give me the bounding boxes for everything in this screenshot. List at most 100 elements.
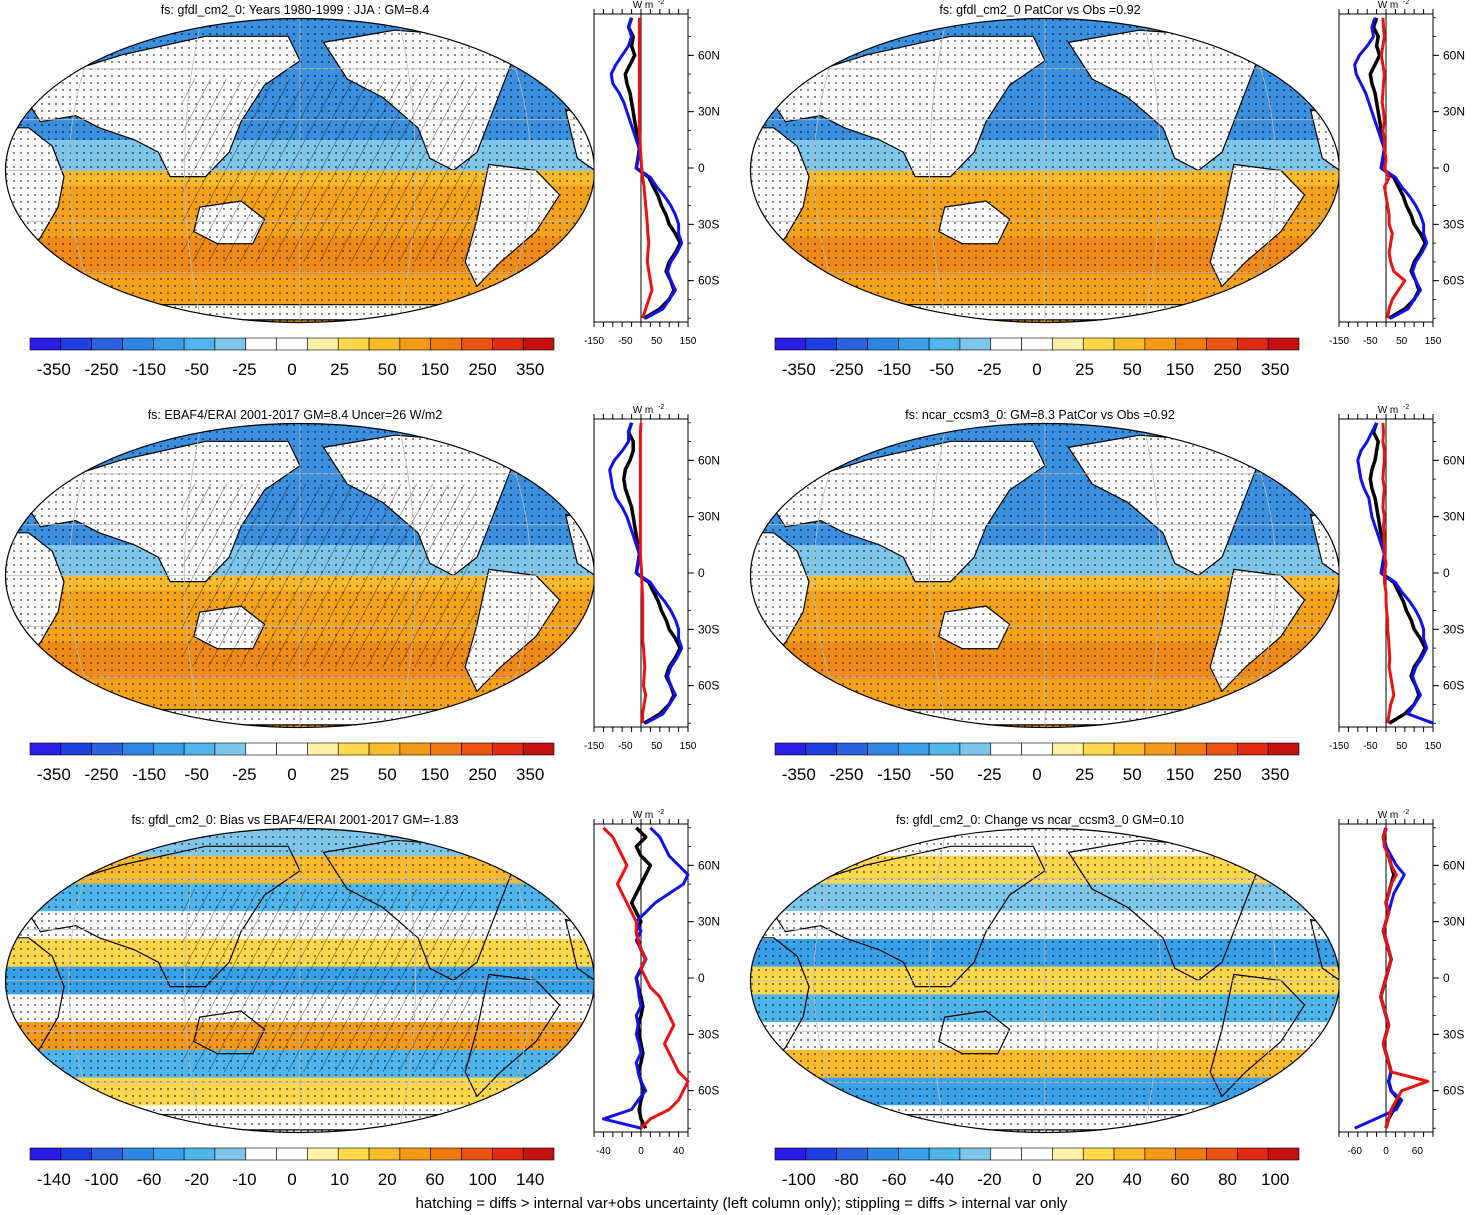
- colorbar-label: -50: [929, 360, 954, 379]
- colorbar-swatch: [152, 1147, 185, 1161]
- colorbar-swatch: [368, 337, 401, 351]
- profile-ytick-label: 60N: [1443, 858, 1465, 872]
- colorbar-swatch: [1175, 742, 1207, 756]
- colorbar-label: 250: [1213, 765, 1241, 784]
- profile-series-red: [637, 17, 654, 319]
- graticule-lon: [1142, 828, 1161, 1133]
- profile-series-red: [602, 826, 690, 1130]
- continent-outline: [1256, 428, 1312, 467]
- colorbar-swatch: [183, 742, 216, 756]
- profile-series-blue: [608, 422, 684, 725]
- colorbar-label: 150: [421, 360, 449, 379]
- robinson-map: [4, 827, 596, 1134]
- profile-xtick-label: 0: [1383, 1146, 1389, 1157]
- colorbar-label: -60: [137, 1170, 162, 1189]
- colorbar-label: 150: [1166, 360, 1194, 379]
- profile-xlabel-sup: -2: [658, 404, 664, 411]
- panel-title: fs: gfdl_cm2_0: Bias vs EBAF4/ERAI 2001-…: [131, 813, 459, 827]
- colorbar-swatch: [1267, 1147, 1300, 1161]
- profile-xlabel-sup: -2: [1403, 404, 1409, 411]
- colorbar-swatch: [1082, 742, 1115, 756]
- profile-ytick-label: 30N: [1443, 105, 1465, 119]
- colorbar-label: 20: [1075, 1170, 1094, 1189]
- colorbar-swatch: [60, 1147, 92, 1161]
- colorbar-swatch: [522, 337, 555, 351]
- graticule-lon: [397, 423, 416, 728]
- colorbar-swatch: [276, 742, 308, 756]
- colorbar-swatch: [1113, 1147, 1146, 1161]
- profile-xtick-label: -60: [1347, 1146, 1362, 1157]
- panel-1: fs: gfdl_cm2_0: Years 1980-1999 : JJA : …: [0, 0, 740, 390]
- colorbar-swatch: [122, 337, 154, 351]
- colorbar-label: 0: [1032, 1170, 1041, 1189]
- colorbar-swatch: [399, 1147, 432, 1161]
- colorbar-swatch: [368, 1147, 401, 1161]
- colorbar-swatch: [337, 1147, 370, 1161]
- profile-xlabel: W m: [1378, 810, 1399, 821]
- profile-series-blue: [601, 826, 690, 1130]
- profile-ytick-label: 30S: [1443, 217, 1464, 231]
- profile-xtick-label: 40: [673, 1146, 685, 1157]
- panel-title: fs: gfdl_cm2_0: Change vs ncar_ccsm3_0 G…: [896, 813, 1184, 827]
- colorbar-swatch: [337, 337, 370, 351]
- colorbar-swatch: [430, 1147, 462, 1161]
- colorbar-label: 0: [287, 1170, 296, 1189]
- colorbar-swatch: [1237, 742, 1269, 756]
- colorbar-swatch: [774, 337, 807, 351]
- profile-xlabel: W m: [633, 405, 654, 416]
- colorbar-swatch: [461, 337, 493, 351]
- profile-ytick-label: 0: [698, 161, 705, 175]
- colorbar-swatch: [867, 1147, 899, 1161]
- panel-title: fs: EBAF4/ERAI 2001-2017 GM=8.4 Uncer=26…: [147, 408, 443, 422]
- profile-xtick-label: 50: [651, 741, 663, 752]
- colorbar-swatch: [1052, 1147, 1084, 1161]
- colorbar-swatch: [805, 337, 837, 351]
- zonal-mean-profile: W m -2 -150 -50 50 150 60N 30N 0 30S 60S: [1329, 0, 1465, 347]
- colorbar-label: -60: [882, 1170, 907, 1189]
- colorbar-swatch: [29, 742, 62, 756]
- profile-ytick-label: 60N: [698, 858, 720, 872]
- continent-outline: [511, 833, 567, 872]
- colorbar-label: -250: [84, 765, 118, 784]
- profile-ytick-label: 0: [1443, 971, 1450, 985]
- colorbar-swatch: [990, 337, 1022, 351]
- profile-xtick-label: -50: [1363, 336, 1378, 347]
- colorbar-swatch: [214, 742, 247, 756]
- colorbar: -140 -100 -60 -20 -10 0 10 20 60 100 140: [29, 1147, 555, 1189]
- colorbar-label: -350: [37, 360, 71, 379]
- colorbar-swatch: [245, 742, 277, 756]
- colorbar-label: 350: [1261, 360, 1289, 379]
- colorbar-label: 250: [468, 765, 496, 784]
- colorbar-label: 10: [330, 1170, 349, 1189]
- colorbar-label: 100: [468, 1170, 496, 1189]
- colorbar-label: -25: [977, 360, 1002, 379]
- colorbar-swatch: [1175, 1147, 1207, 1161]
- continent-outline: [1256, 833, 1312, 872]
- colorbar-label: -150: [132, 360, 166, 379]
- colorbar-label: 60: [425, 1170, 444, 1189]
- colorbar-swatch: [29, 337, 62, 351]
- colorbar-label: 0: [287, 360, 296, 379]
- profile-xtick-label: 150: [680, 741, 697, 752]
- profile-xtick-label: -50: [1363, 741, 1378, 752]
- colorbar-swatch: [492, 337, 524, 351]
- colorbar-label: 50: [378, 765, 397, 784]
- colorbar-label: 20: [378, 1170, 397, 1189]
- profile-ytick-label: 60N: [1443, 453, 1465, 467]
- graticule-lon: [397, 828, 416, 1133]
- profile-ytick-label: 30S: [698, 622, 719, 636]
- profile-ytick-label: 30S: [698, 217, 719, 231]
- profile-xtick-label: -150: [1329, 741, 1349, 752]
- colorbar: -350 -250 -150 -50 -25 0 25 50 150 250 350: [774, 337, 1300, 379]
- colorbar-label: 50: [378, 360, 397, 379]
- profile-ytick-label: 30N: [698, 915, 720, 929]
- colorbar-swatch: [897, 1147, 930, 1161]
- panel-3: fs: EBAF4/ERAI 2001-2017 GM=8.4 Uncer=26…: [0, 404, 740, 795]
- colorbar-swatch: [1267, 337, 1300, 351]
- colorbar-label: 25: [330, 360, 349, 379]
- profile-xlabel: W m: [633, 0, 654, 11]
- colorbar-label: -25: [977, 765, 1002, 784]
- colorbar-label: -50: [184, 360, 209, 379]
- profile-ytick-label: 60N: [698, 453, 720, 467]
- continent-outline: [511, 23, 567, 62]
